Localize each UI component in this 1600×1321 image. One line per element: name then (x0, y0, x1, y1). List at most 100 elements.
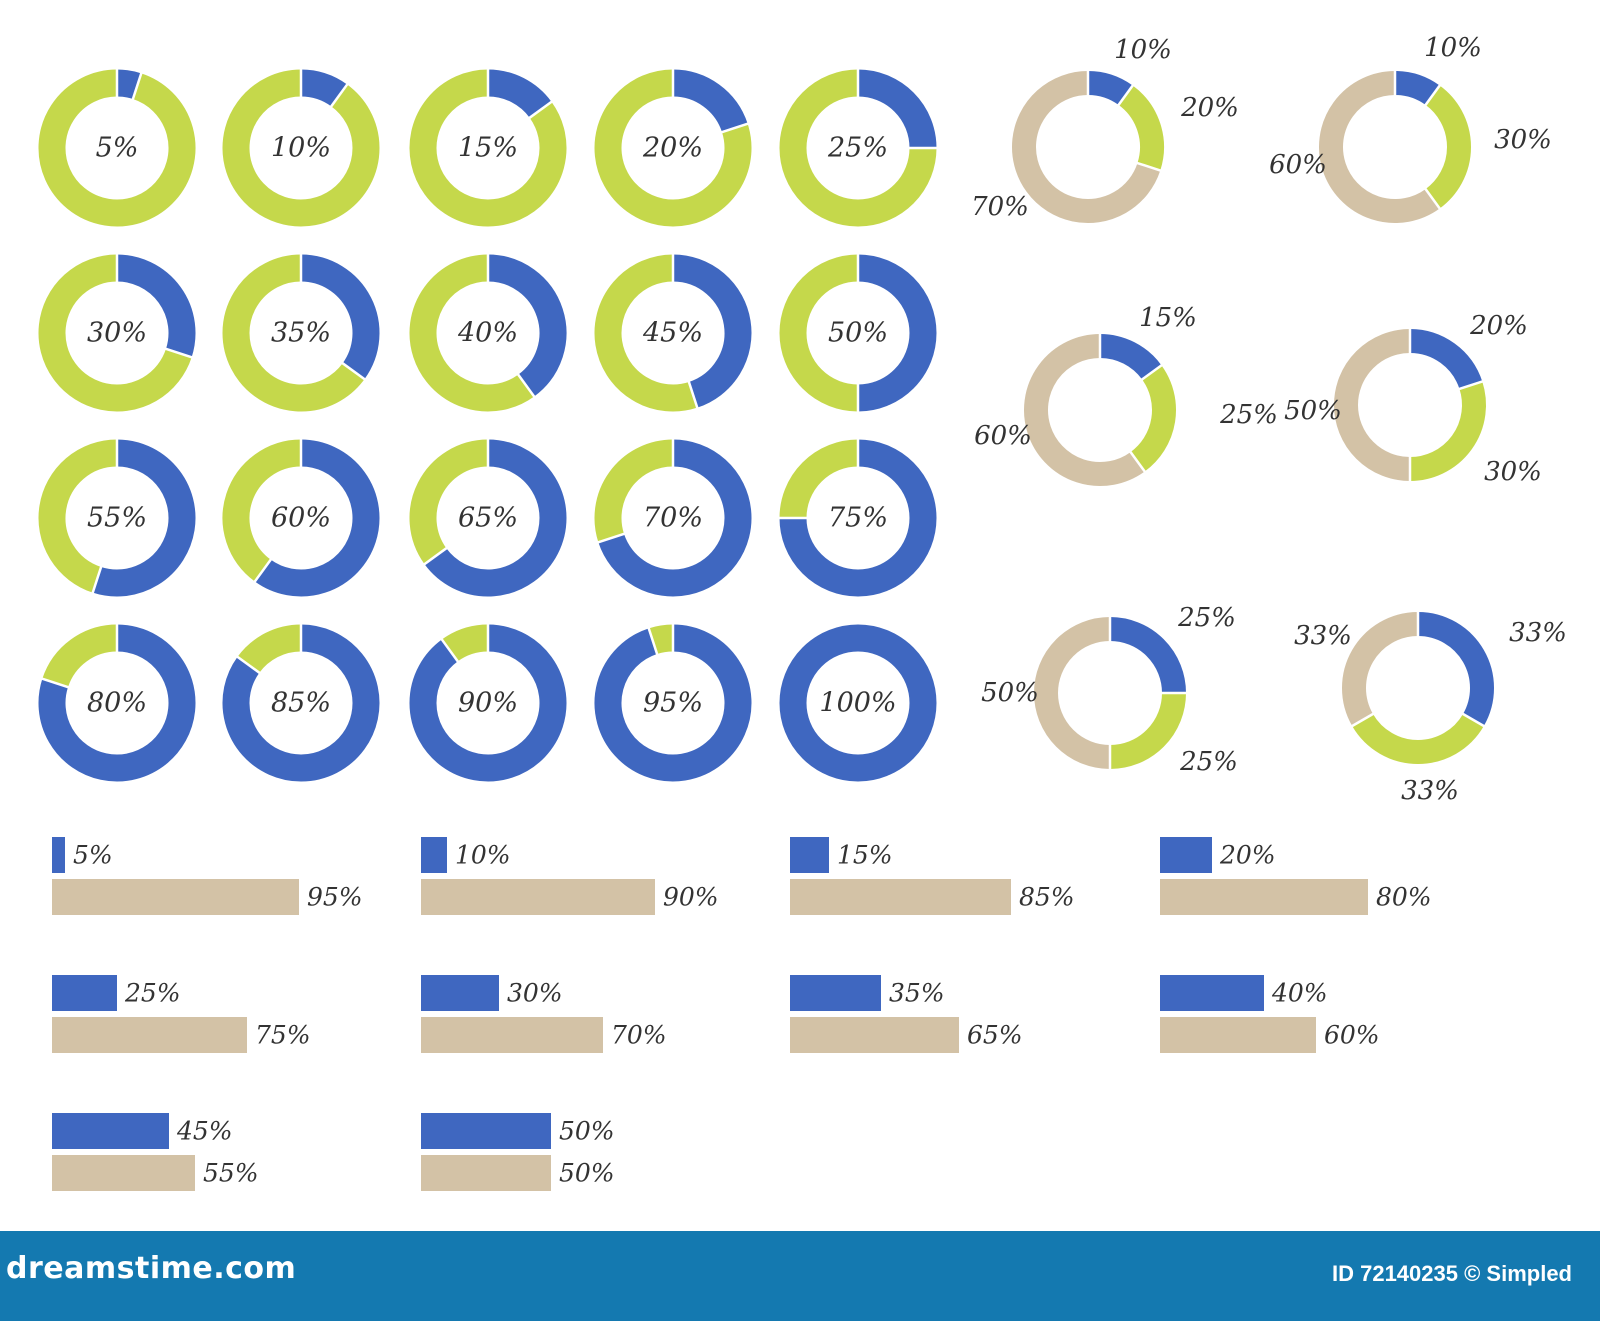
donut-center-label: 80% (87, 688, 147, 719)
bar-bottom (421, 1155, 551, 1191)
bar-top (52, 837, 65, 873)
donut-value-arc (598, 439, 752, 597)
brand-logo: dreamstime.com (6, 1251, 297, 1286)
donut-remainder-arc (594, 69, 752, 227)
donut-value-arc (594, 624, 752, 782)
donut-value-arc (116, 254, 196, 358)
donut-remainder-arc (779, 439, 859, 519)
donut-remainder-arc (779, 69, 937, 227)
segment-separator (1136, 161, 1162, 172)
donut-value-arc (672, 69, 748, 133)
donut-remainder-arc (594, 439, 674, 543)
donut-value-arc (779, 439, 937, 597)
donut-value-arc (254, 439, 380, 597)
donut-value-arc (487, 69, 552, 119)
donut-separator (647, 627, 659, 656)
segment-separator (1423, 187, 1442, 211)
bar-bottom-label: 75% (255, 1021, 311, 1050)
segment-label: 25% (1219, 400, 1278, 430)
bar-top-label: 45% (176, 1117, 233, 1146)
bar-bottom (421, 879, 655, 915)
donut-remainder-arc (38, 69, 196, 227)
donut-separator (131, 72, 143, 101)
segment-arc (1319, 71, 1440, 223)
segment-label: 25% (1179, 747, 1238, 777)
bar-bottom-label: 55% (203, 1159, 259, 1188)
donut-remainder-arc (409, 254, 535, 412)
donut-center-label: 5% (96, 133, 139, 164)
donut-center-label: 20% (642, 133, 703, 164)
donut-value-arc (92, 439, 196, 597)
bar-top-label: 40% (1271, 979, 1328, 1008)
donut-center-label: 45% (642, 318, 703, 349)
donut-value-arc (424, 439, 567, 597)
segment-label: 20% (1469, 311, 1528, 341)
bar-top-label: 20% (1219, 841, 1276, 870)
bar-bottom (790, 1017, 959, 1053)
donut-center-label: 65% (458, 503, 518, 534)
bar-top (421, 837, 447, 873)
donut-remainder-arc (409, 439, 489, 565)
bar-top-label: 30% (507, 979, 563, 1008)
segment-arc (1409, 381, 1486, 481)
donut-remainder-arc (779, 254, 859, 412)
donut-separator (329, 82, 349, 108)
donut-center-label: 35% (271, 318, 331, 349)
donut-separator (687, 380, 699, 409)
donut-remainder-arc (594, 254, 698, 412)
donut-remainder-arc (222, 254, 365, 412)
bar-bottom-label: 80% (1376, 883, 1432, 912)
segment-arc (1425, 85, 1471, 209)
bar-top-label: 10% (455, 841, 511, 870)
donut-separator (164, 347, 193, 359)
bar-top (52, 975, 117, 1011)
segment-arc (1118, 85, 1164, 171)
donut-value-arc (857, 69, 937, 149)
bar-top-label: 35% (889, 979, 945, 1008)
bar-bottom-label: 70% (611, 1021, 667, 1050)
donut-center-label: 40% (457, 318, 518, 349)
donut-center-label: 10% (271, 133, 331, 164)
bar-bottom (421, 1017, 603, 1053)
bar-bottom (1160, 879, 1368, 915)
donut-center-label: 60% (271, 503, 331, 534)
infographic-canvas: 5% 10% 15% 20% 25% 30% 35% 40% 45% 50% 55% 60% 65% 70… (38, 33, 1567, 1191)
bar-bottom-label: 85% (1019, 883, 1075, 912)
segment-label: 20% (1180, 93, 1239, 123)
bar-top-label: 50% (559, 1117, 615, 1146)
bar-top (52, 1113, 169, 1149)
donut-center-label: 55% (87, 503, 147, 534)
segment-separator (1116, 83, 1135, 107)
bar-top (790, 975, 881, 1011)
bar-bottom-label: 60% (1324, 1021, 1380, 1050)
bar-bottom-label: 90% (663, 883, 719, 912)
donut-remainder-arc (237, 624, 302, 674)
donut-center-label: 50% (828, 318, 888, 349)
segment-arc (1342, 612, 1419, 726)
bar-bottom (790, 879, 1011, 915)
donut-value-arc (300, 69, 348, 107)
segment-separator (1458, 380, 1484, 391)
donut-center-label: 70% (643, 503, 703, 534)
segment-arc (1024, 334, 1145, 486)
bar-bottom (52, 1155, 195, 1191)
donut-remainder-arc (222, 69, 380, 227)
footer-bar: dreamstime.com ID 72140235 © Simpled (0, 1231, 1600, 1321)
donut-separator (597, 532, 626, 544)
segment-label: 33% (1401, 776, 1459, 806)
donut-value-arc (116, 69, 142, 100)
segment-label: 30% (1484, 457, 1542, 487)
segment-label: 10% (1114, 35, 1172, 65)
bar-bottom (1160, 1017, 1316, 1053)
donut-value-arc (487, 254, 567, 397)
donut-separator (41, 677, 70, 689)
bar-bottom-label: 50% (559, 1159, 615, 1188)
image-credit: ID 72140235 © Simpled (1331, 1261, 1572, 1286)
segment-label: 60% (1269, 150, 1327, 180)
segment-arc (1099, 334, 1162, 380)
donut-value-arc (300, 254, 380, 380)
bar-top (1160, 975, 1264, 1011)
donut-separator (422, 546, 448, 566)
segment-label: 15% (1139, 303, 1197, 333)
donut-value-arc (672, 254, 752, 408)
